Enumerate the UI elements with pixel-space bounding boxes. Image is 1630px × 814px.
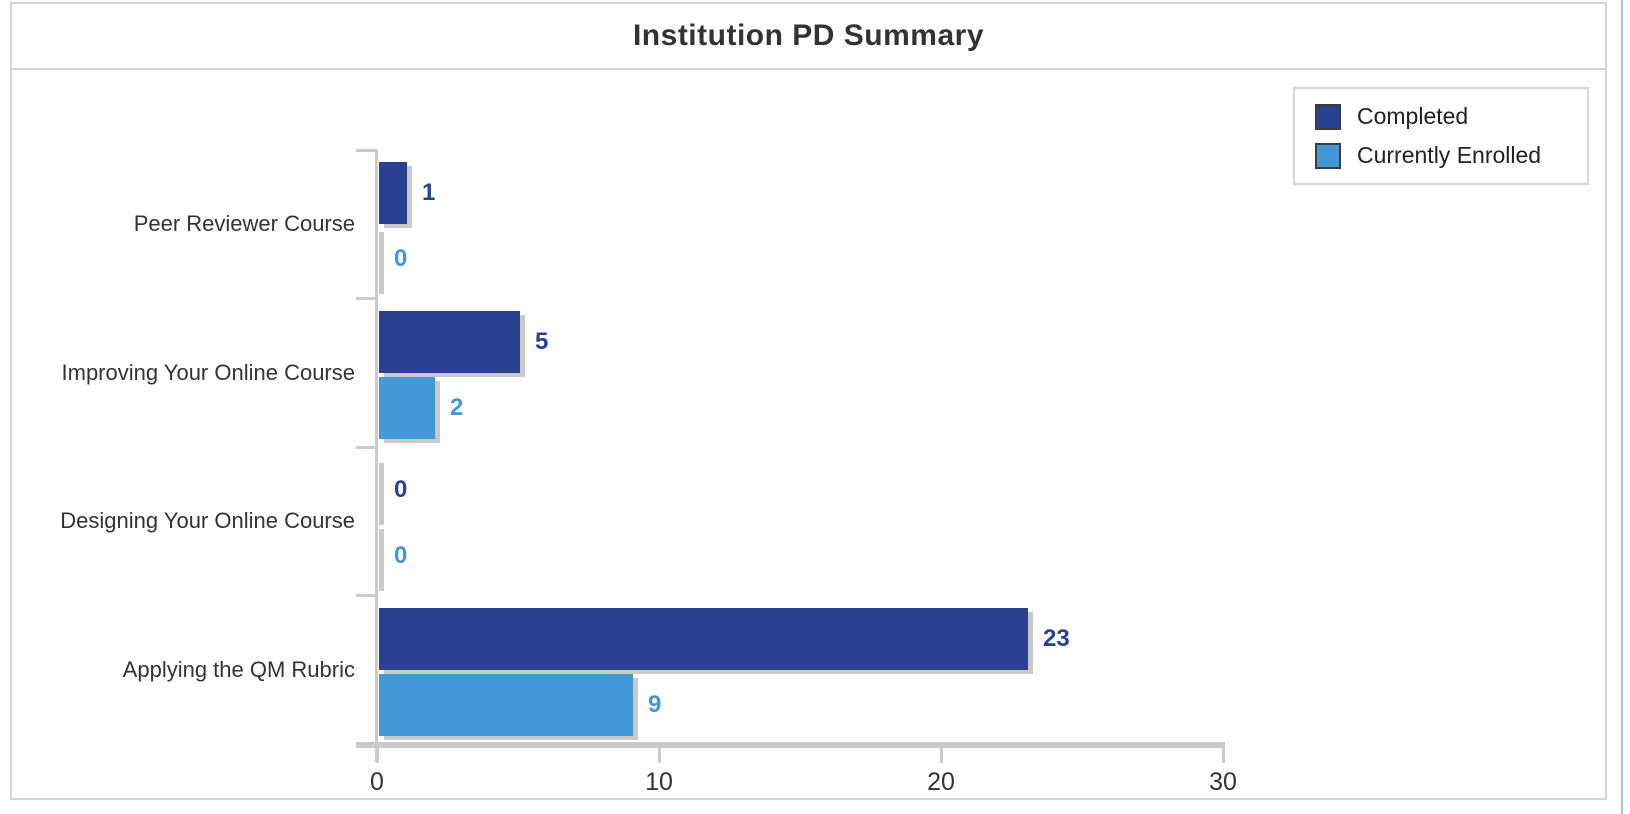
- legend-label-currently-enrolled: Currently Enrolled: [1357, 142, 1542, 168]
- legend-item-completed: Completed: [1315, 103, 1587, 130]
- legend-item-currently-enrolled: Currently Enrolled: [1315, 142, 1587, 169]
- chart-title: Institution PD Summary: [632, 19, 985, 52]
- chart-title-bar: Institution PD Summary: [12, 4, 1605, 70]
- legend-swatch-currently-enrolled-icon: [1315, 142, 1341, 169]
- legend-swatch-completed-icon: [1315, 103, 1341, 130]
- legend-label-completed: Completed: [1357, 103, 1469, 129]
- legend: Completed Currently Enrolled: [1293, 87, 1589, 185]
- page-right-edge-divider: [1621, 0, 1623, 814]
